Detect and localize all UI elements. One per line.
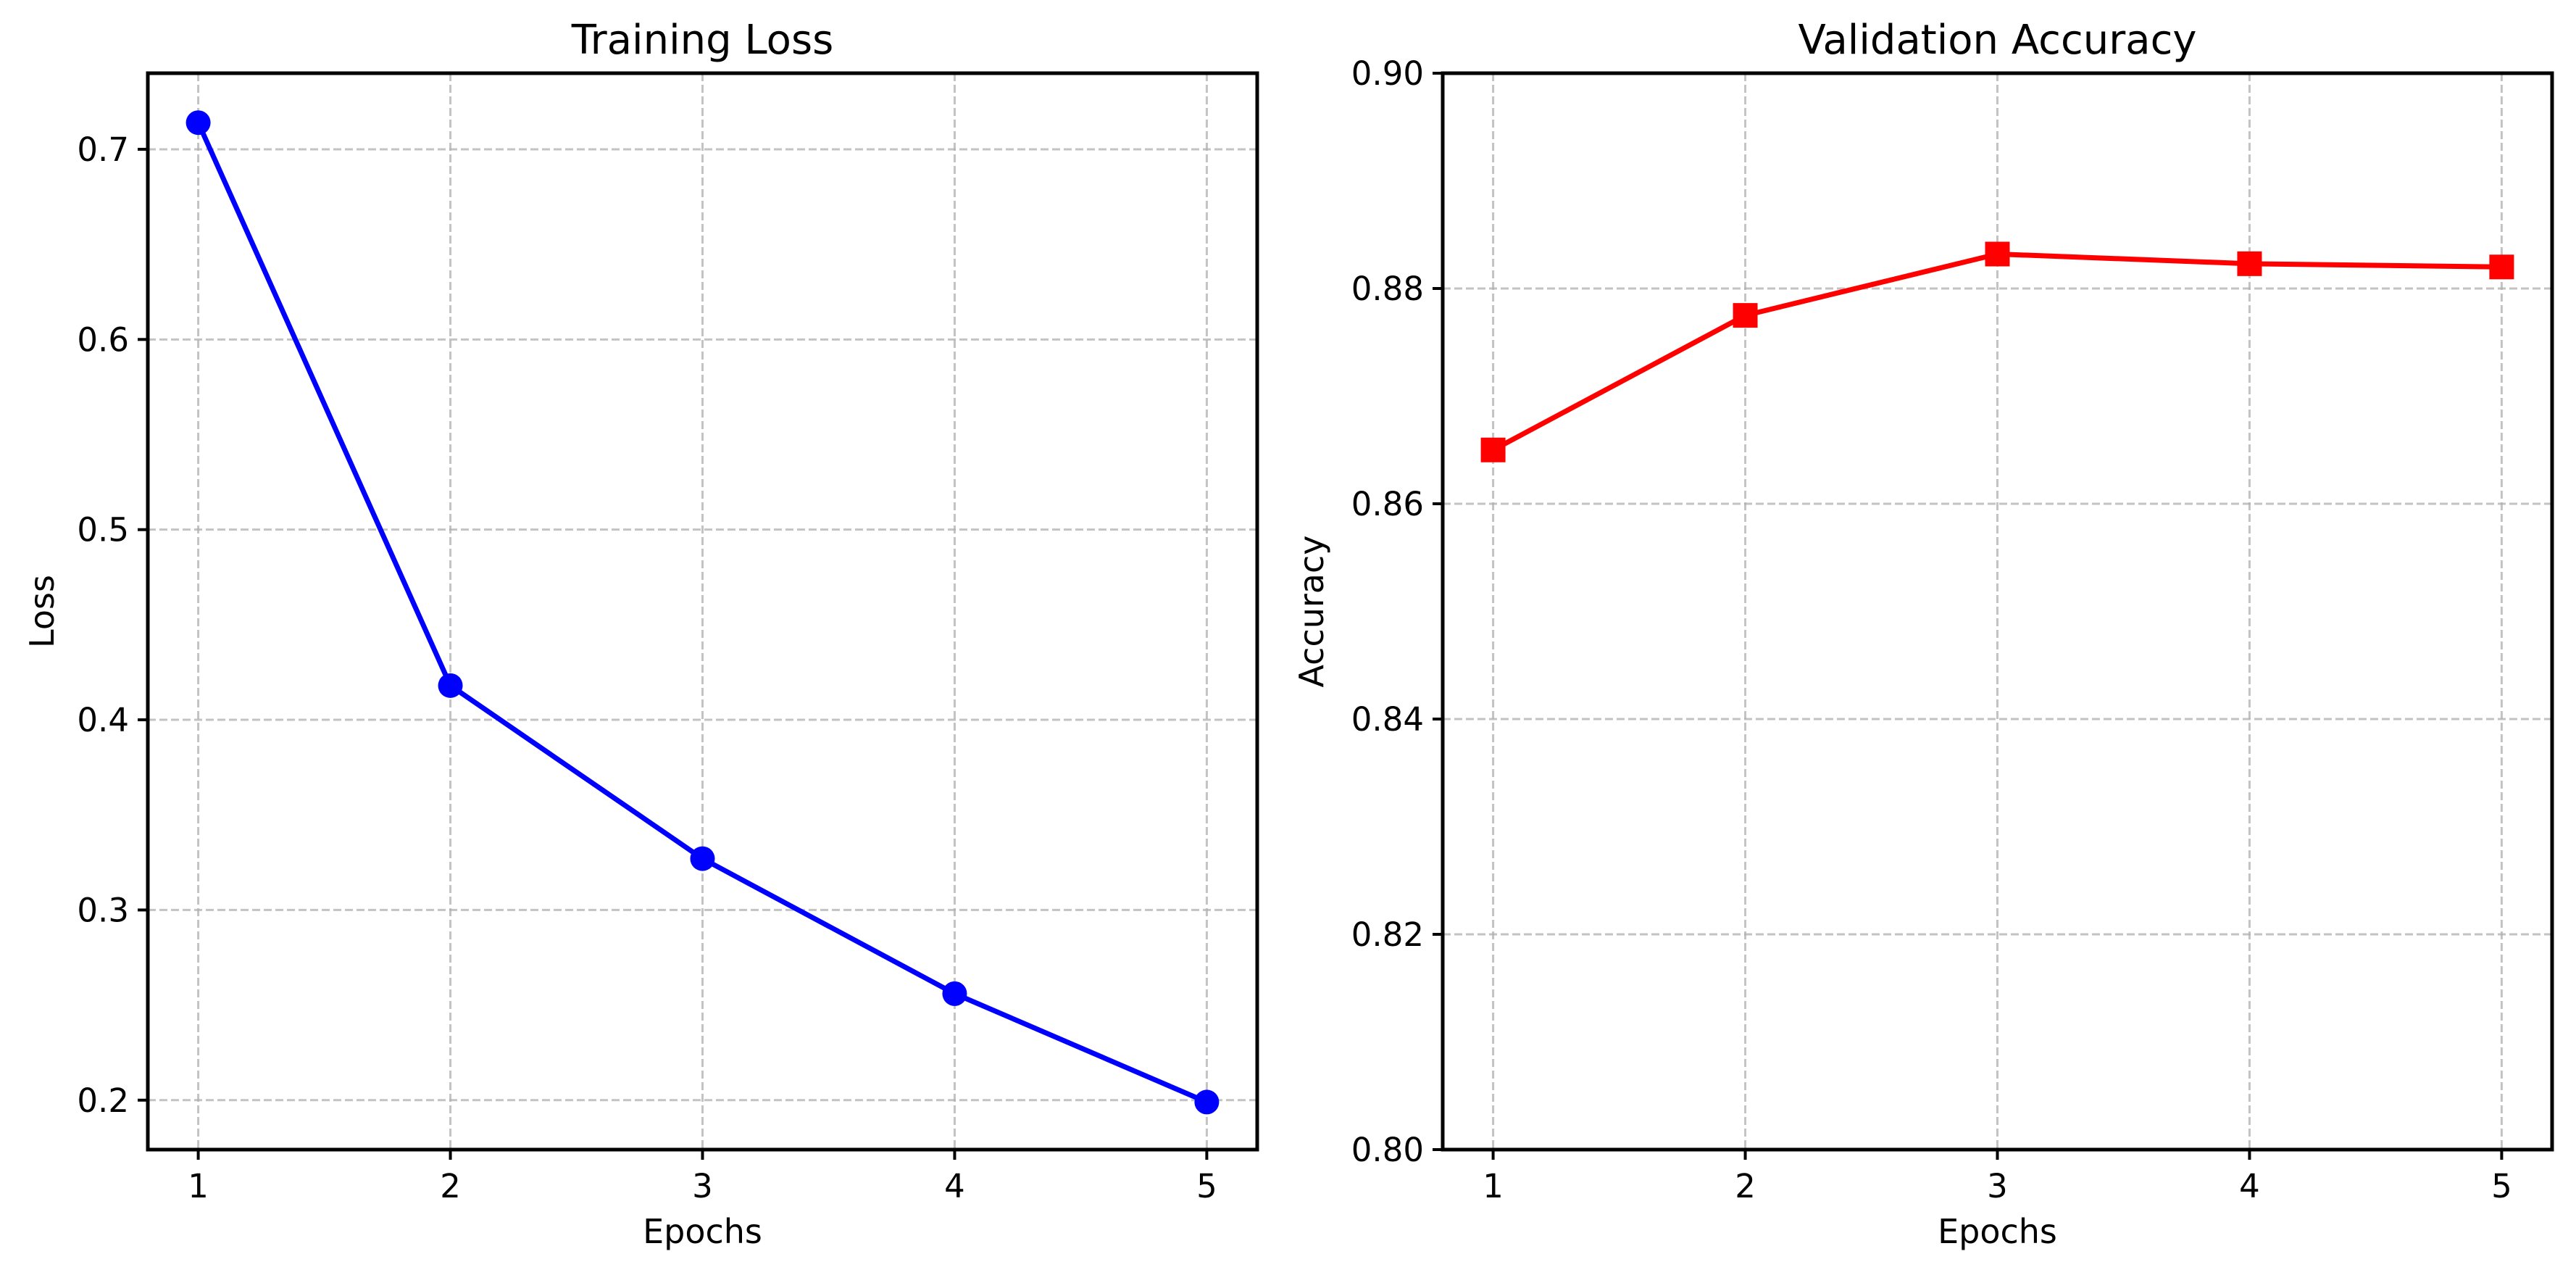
validation-accuracy-data-point [2237, 251, 2262, 276]
training-loss-plot-frame [146, 71, 1259, 1152]
validation-accuracy-data-point [1733, 303, 1758, 328]
validation-accuracy-y-tick-label: 0.84 [1351, 700, 1424, 739]
training-loss-x-tick-label: 5 [1196, 1167, 1217, 1205]
training-loss-y-tick-label: 0.5 [77, 511, 129, 549]
training-loss-x-tick-label: 1 [188, 1167, 209, 1205]
validation-accuracy-x-tick-label: 4 [2239, 1167, 2260, 1205]
training-loss-data-point [690, 846, 715, 871]
training-loss-x-tick-label: 2 [440, 1167, 461, 1205]
validation-accuracy-x-tick-label: 3 [1987, 1167, 2008, 1205]
validation-accuracy-data-point [1985, 241, 2010, 267]
validation-accuracy-x-tick-label: 2 [1735, 1167, 1756, 1205]
training-loss-data-point [1194, 1089, 1220, 1115]
validation-accuracy-data-point [2489, 254, 2514, 280]
validation-accuracy-panel: 1 2 3 4 5 0.80 0.82 0.84 0.86 0.88 0.90 Validation… [1292, 17, 2554, 1251]
validation-accuracy-title: Validation Accuracy [1798, 17, 2197, 64]
validation-accuracy-plot-frame [1441, 71, 2554, 1152]
training-loss-y-tick-label: 0.4 [77, 701, 129, 739]
training-loss-x-tick-label: 3 [692, 1167, 713, 1205]
validation-accuracy-x-axis-label: Epochs [1938, 1212, 2057, 1251]
training-loss-title: Training Loss [571, 17, 834, 64]
validation-accuracy-y-tick-label: 0.88 [1351, 270, 1424, 308]
training-loss-data-point [438, 673, 463, 698]
training-loss-x-tick-label: 4 [944, 1167, 965, 1205]
training-loss-y-axis-label: Loss [22, 575, 62, 648]
validation-accuracy-x-tick-label: 1 [1483, 1167, 1504, 1205]
training-loss-panel: 1 2 3 4 5 0.2 0.3 0.4 0.5 0.6 0.7 Training Loss Ep… [22, 17, 1259, 1251]
training-loss-y-tick-label: 0.2 [77, 1081, 129, 1120]
validation-accuracy-x-tick-label: 5 [2491, 1167, 2512, 1205]
validation-accuracy-y-axis-label: Accuracy [1292, 535, 1331, 687]
training-loss-y-tick-label: 0.3 [77, 891, 129, 929]
validation-accuracy-y-tick-label: 0.80 [1351, 1131, 1424, 1169]
validation-accuracy-y-tick-label: 0.90 [1351, 54, 1424, 93]
validation-accuracy-y-tick-label: 0.86 [1351, 485, 1424, 523]
training-loss-x-axis-label: Epochs [643, 1212, 762, 1251]
validation-accuracy-data-point [1480, 437, 1506, 462]
training-loss-data-point [942, 981, 967, 1006]
validation-accuracy-y-tick-label: 0.82 [1351, 915, 1424, 954]
training-loss-data-point [186, 110, 211, 136]
training-loss-y-tick-label: 0.7 [77, 130, 129, 169]
training-loss-y-tick-label: 0.6 [77, 320, 129, 359]
